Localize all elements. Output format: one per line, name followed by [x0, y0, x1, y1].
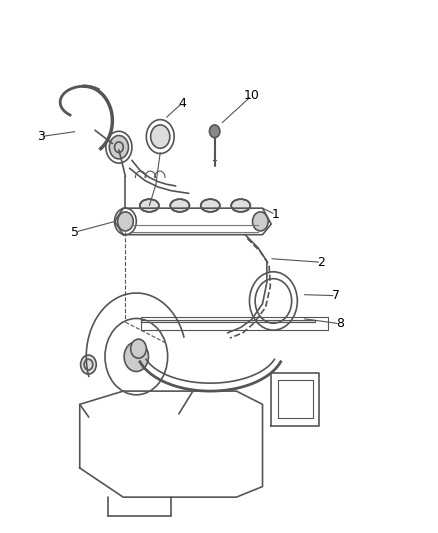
Circle shape [117, 212, 133, 231]
Text: 3: 3 [37, 130, 45, 143]
Text: 1: 1 [272, 208, 279, 221]
Text: 10: 10 [244, 89, 260, 102]
Polygon shape [141, 319, 315, 322]
Ellipse shape [170, 199, 189, 212]
Text: 5: 5 [71, 225, 79, 239]
Circle shape [110, 135, 128, 159]
Circle shape [253, 212, 268, 231]
Circle shape [131, 339, 146, 358]
Text: 7: 7 [332, 289, 339, 302]
Ellipse shape [140, 199, 159, 212]
Text: 8: 8 [336, 317, 344, 330]
Text: 4: 4 [178, 96, 186, 110]
Text: 2: 2 [318, 256, 325, 269]
Circle shape [124, 342, 148, 372]
Ellipse shape [231, 199, 251, 212]
Circle shape [209, 125, 220, 138]
Ellipse shape [201, 199, 220, 212]
Circle shape [81, 355, 96, 374]
Circle shape [151, 125, 170, 148]
